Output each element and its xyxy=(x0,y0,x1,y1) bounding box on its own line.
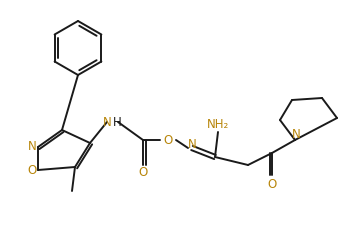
Text: O: O xyxy=(28,164,37,176)
Text: H: H xyxy=(113,115,122,128)
Text: NH₂: NH₂ xyxy=(207,119,229,131)
Text: N: N xyxy=(292,128,300,142)
Text: O: O xyxy=(268,178,277,191)
Text: O: O xyxy=(163,133,173,146)
Text: N: N xyxy=(103,115,112,128)
Text: O: O xyxy=(138,166,148,180)
Text: N: N xyxy=(188,137,196,151)
Text: N: N xyxy=(28,140,36,153)
